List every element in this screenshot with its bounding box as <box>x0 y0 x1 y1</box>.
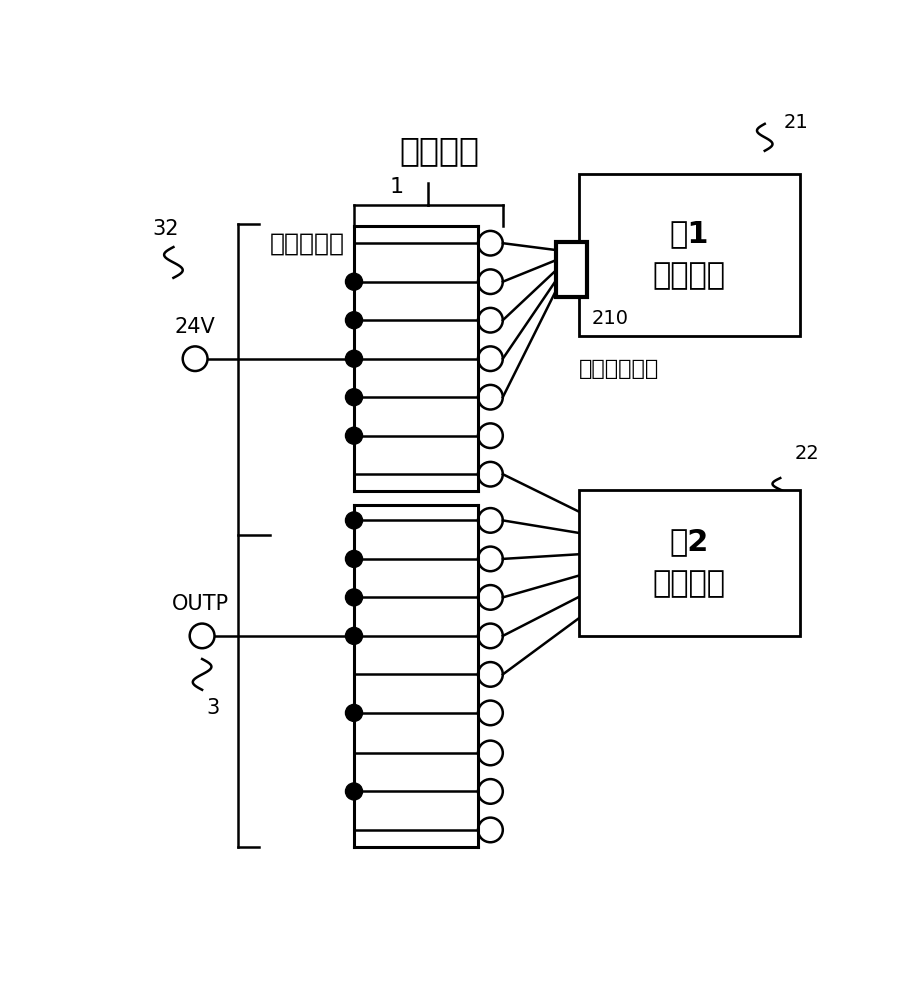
Circle shape <box>346 512 362 529</box>
Text: 22: 22 <box>795 444 820 463</box>
Circle shape <box>346 350 362 367</box>
Bar <box>579 174 800 336</box>
Circle shape <box>346 589 362 606</box>
Text: 正常布线: 正常布线 <box>399 134 480 167</box>
Text: 在设备中连接: 在设备中连接 <box>579 359 659 379</box>
Text: 24V: 24V <box>175 317 216 337</box>
Bar <box>579 490 800 636</box>
Text: 1: 1 <box>389 177 404 197</box>
Circle shape <box>346 273 362 290</box>
Text: 第2
控制设备: 第2 控制设备 <box>652 527 725 599</box>
Text: 第1
控制设备: 第1 控制设备 <box>652 219 725 291</box>
Text: 3: 3 <box>206 698 219 718</box>
Circle shape <box>346 550 362 567</box>
Circle shape <box>346 783 362 800</box>
Circle shape <box>346 389 362 406</box>
Circle shape <box>346 427 362 444</box>
Text: 32: 32 <box>153 219 179 239</box>
Bar <box>555 242 587 297</box>
Circle shape <box>346 312 362 329</box>
Text: 分支接线排: 分支接线排 <box>270 231 345 255</box>
Circle shape <box>346 627 362 644</box>
Circle shape <box>346 704 362 721</box>
Text: OUTP: OUTP <box>172 594 229 614</box>
Text: 21: 21 <box>784 113 808 132</box>
Text: 210: 210 <box>592 309 629 328</box>
